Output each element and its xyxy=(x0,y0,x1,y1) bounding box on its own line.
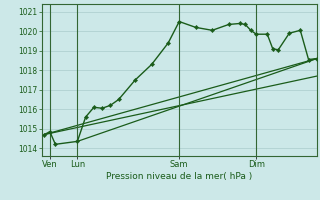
X-axis label: Pression niveau de la mer( hPa ): Pression niveau de la mer( hPa ) xyxy=(106,172,252,181)
